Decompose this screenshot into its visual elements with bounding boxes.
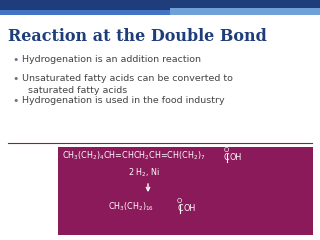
- Text: Reaction at the Double Bond: Reaction at the Double Bond: [8, 28, 267, 45]
- Text: 2 H$_2$, Ni: 2 H$_2$, Ni: [128, 167, 160, 179]
- Text: Hydrogenation is an addition reaction: Hydrogenation is an addition reaction: [22, 55, 201, 64]
- Text: OH: OH: [230, 153, 242, 162]
- Text: •: •: [12, 96, 18, 106]
- Bar: [0, 0, 320, 10]
- Text: CH$_3$(CH$_2$)$_{16}$: CH$_3$(CH$_2$)$_{16}$: [108, 200, 154, 213]
- Text: O: O: [177, 198, 182, 204]
- Text: Hydrogenation is used in the food industry: Hydrogenation is used in the food indust…: [22, 96, 225, 105]
- Bar: [58, 147, 313, 235]
- Text: O: O: [224, 147, 229, 153]
- Text: C: C: [224, 153, 230, 162]
- Text: CH$_3$(CH$_2$)$_4$CH=CHCH$_2$CH=CH(CH$_2$)$_7$: CH$_3$(CH$_2$)$_4$CH=CHCH$_2$CH=CH(CH$_2…: [62, 150, 205, 162]
- Text: C: C: [177, 204, 183, 213]
- Bar: [170, 8, 320, 15]
- Text: Unsaturated fatty acids can be converted to
  saturated fatty acids: Unsaturated fatty acids can be converted…: [22, 74, 233, 95]
- Text: •: •: [12, 55, 18, 65]
- Bar: [0, 10, 320, 15]
- Text: •: •: [12, 74, 18, 84]
- Text: OH: OH: [183, 204, 195, 213]
